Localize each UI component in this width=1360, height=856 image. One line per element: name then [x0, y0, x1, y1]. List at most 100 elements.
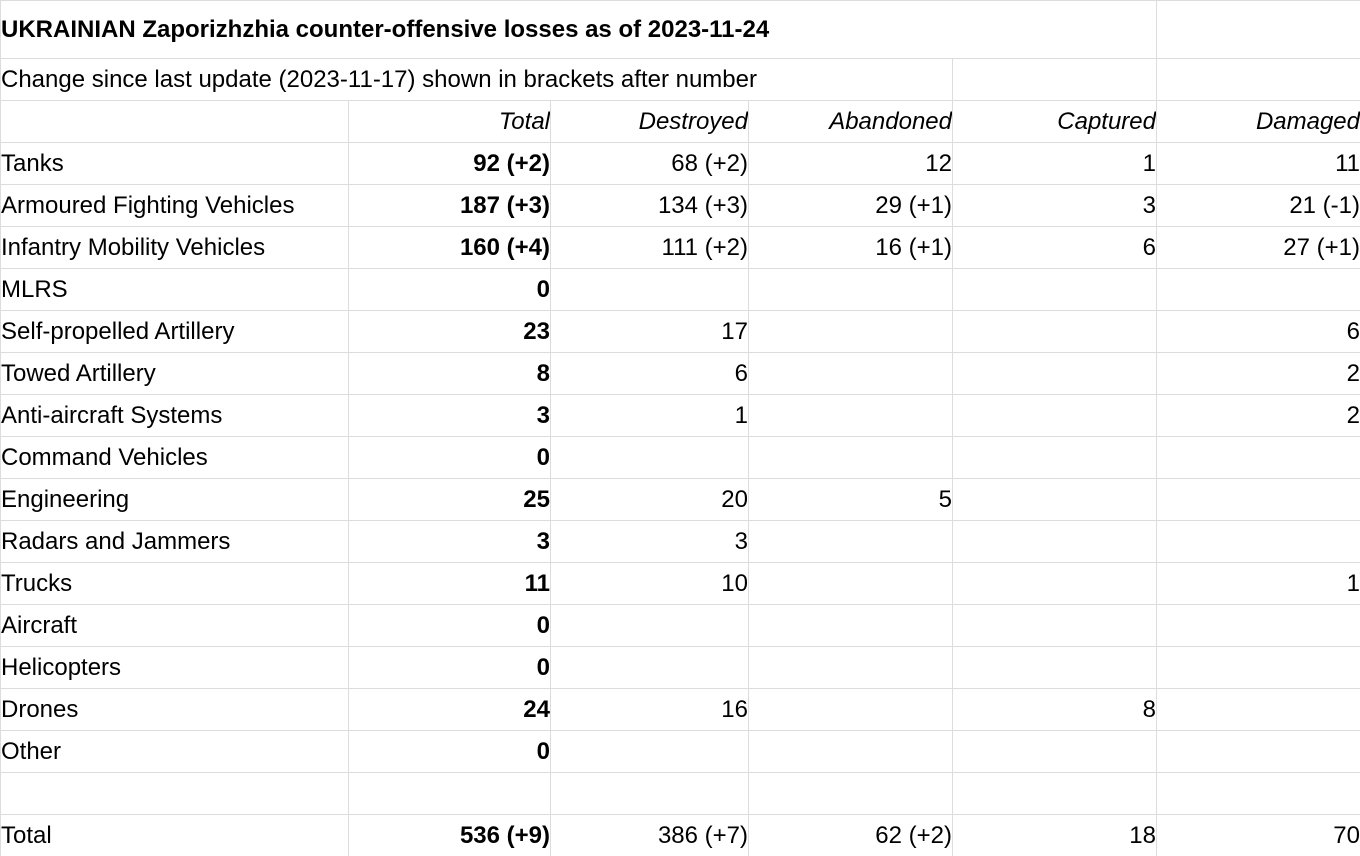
total-cell: 3	[348, 394, 551, 437]
abandoned-cell: 29 (+1)	[748, 184, 953, 227]
table-row: Drones 24 16 8	[0, 688, 1360, 731]
abandoned-cell	[748, 268, 953, 311]
subtitle-row: Change since last update (2023-11-17) sh…	[0, 58, 1360, 101]
empty-cell	[1156, 0, 1360, 59]
empty-cell	[952, 58, 1157, 101]
abandoned-cell	[748, 394, 953, 437]
damaged-cell	[1156, 436, 1360, 479]
captured-cell: 1	[952, 142, 1157, 185]
total-row-total-cell: 536 (+9)	[348, 814, 551, 856]
page-title: UKRAINIAN Zaporizhzhia counter-offensive…	[0, 0, 1157, 59]
row-label-cell: Other	[0, 730, 349, 773]
row-label-cell: Helicopters	[0, 646, 349, 689]
title-row: UKRAINIAN Zaporizhzhia counter-offensive…	[0, 0, 1360, 59]
total-cell: 0	[348, 436, 551, 479]
abandoned-cell	[748, 310, 953, 353]
total-cell: 0	[348, 730, 551, 773]
row-label-cell: Aircraft	[0, 604, 349, 647]
subtitle: Change since last update (2023-11-17) sh…	[0, 58, 953, 101]
table-row: Tanks 92 (+2) 68 (+2) 12 1 11	[0, 142, 1360, 185]
total-cell: 0	[348, 604, 551, 647]
table-row: MLRS 0	[0, 268, 1360, 311]
abandoned-cell: 5	[748, 478, 953, 521]
total-row-captured-cell: 18	[952, 814, 1157, 856]
damaged-cell	[1156, 646, 1360, 689]
damaged-cell: 21 (-1)	[1156, 184, 1360, 227]
table-row: Radars and Jammers 3 3	[0, 520, 1360, 563]
damaged-cell	[1156, 478, 1360, 521]
column-header-damaged: Damaged	[1156, 100, 1360, 143]
row-label-cell: Infantry Mobility Vehicles	[0, 226, 349, 269]
destroyed-cell	[550, 646, 749, 689]
column-header-captured: Captured	[952, 100, 1157, 143]
destroyed-cell	[550, 604, 749, 647]
total-cell: 0	[348, 268, 551, 311]
captured-cell: 6	[952, 226, 1157, 269]
destroyed-cell: 6	[550, 352, 749, 395]
abandoned-cell: 12	[748, 142, 953, 185]
captured-cell	[952, 478, 1157, 521]
table-row: Aircraft 0	[0, 604, 1360, 647]
destroyed-cell: 111 (+2)	[550, 226, 749, 269]
abandoned-cell	[748, 730, 953, 773]
captured-cell	[952, 772, 1157, 815]
row-label-cell: Anti-aircraft Systems	[0, 394, 349, 437]
row-label-cell: Self-propelled Artillery	[0, 310, 349, 353]
total-cell: 0	[348, 646, 551, 689]
table-row: Towed Artillery 8 6 2	[0, 352, 1360, 395]
destroyed-cell: 17	[550, 310, 749, 353]
damaged-cell: 6	[1156, 310, 1360, 353]
captured-cell: 8	[952, 688, 1157, 731]
row-label-cell: Radars and Jammers	[0, 520, 349, 563]
abandoned-cell	[748, 352, 953, 395]
total-row-damaged-cell: 70	[1156, 814, 1360, 856]
damaged-cell: 1	[1156, 562, 1360, 605]
captured-cell	[952, 352, 1157, 395]
row-label-cell: Drones	[0, 688, 349, 731]
damaged-cell	[1156, 730, 1360, 773]
row-label-cell: Armoured Fighting Vehicles	[0, 184, 349, 227]
column-header-row: Total Destroyed Abandoned Captured Damag…	[0, 100, 1360, 143]
total-cell: 11	[348, 562, 551, 605]
total-cell: 25	[348, 478, 551, 521]
row-label-cell	[0, 772, 349, 815]
destroyed-cell	[550, 268, 749, 311]
column-header-total: Total	[348, 100, 551, 143]
row-label-cell: Towed Artillery	[0, 352, 349, 395]
destroyed-cell: 1	[550, 394, 749, 437]
captured-cell	[952, 310, 1157, 353]
destroyed-cell	[550, 730, 749, 773]
total-row-abandoned-cell: 62 (+2)	[748, 814, 953, 856]
table-row	[0, 772, 1360, 815]
damaged-cell	[1156, 268, 1360, 311]
damaged-cell	[1156, 604, 1360, 647]
abandoned-cell	[748, 772, 953, 815]
captured-cell	[952, 730, 1157, 773]
damaged-cell: 27 (+1)	[1156, 226, 1360, 269]
destroyed-cell: 68 (+2)	[550, 142, 749, 185]
destroyed-cell	[550, 772, 749, 815]
total-cell: 92 (+2)	[348, 142, 551, 185]
row-label-cell: Trucks	[0, 562, 349, 605]
table-row: Anti-aircraft Systems 3 1 2	[0, 394, 1360, 437]
corner-cell	[0, 100, 349, 143]
total-row-label: Total	[0, 814, 349, 856]
abandoned-cell	[748, 646, 953, 689]
empty-cell	[1156, 58, 1360, 101]
table-row: Other 0	[0, 730, 1360, 773]
total-row: Total 536 (+9) 386 (+7) 62 (+2) 18 70	[0, 814, 1360, 856]
total-row-destroyed-cell: 386 (+7)	[550, 814, 749, 856]
total-cell: 3	[348, 520, 551, 563]
abandoned-cell	[748, 688, 953, 731]
row-label-cell: Engineering	[0, 478, 349, 521]
abandoned-cell	[748, 562, 953, 605]
damaged-cell	[1156, 688, 1360, 731]
table-row: Self-propelled Artillery 23 17 6	[0, 310, 1360, 353]
table-row: Helicopters 0	[0, 646, 1360, 689]
column-header-destroyed: Destroyed	[550, 100, 749, 143]
column-header-abandoned: Abandoned	[748, 100, 953, 143]
damaged-cell	[1156, 772, 1360, 815]
destroyed-cell: 10	[550, 562, 749, 605]
